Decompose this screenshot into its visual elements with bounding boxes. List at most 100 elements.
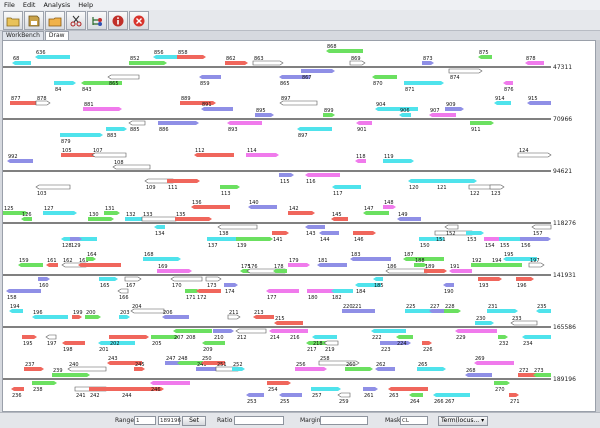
gene-feature[interactable] (9, 309, 23, 313)
gene-feature[interactable] (311, 387, 341, 391)
gene-feature[interactable] (489, 184, 505, 190)
gene-feature[interactable] (6, 289, 41, 293)
gene-feature[interactable] (478, 55, 492, 59)
gene-feature[interactable] (279, 75, 310, 79)
gene-feature[interactable] (375, 367, 395, 371)
gene-feature[interactable] (88, 217, 114, 221)
gene-feature[interactable] (317, 263, 347, 267)
gene-feature[interactable] (301, 69, 335, 73)
gene-feature[interactable] (7, 159, 33, 163)
gene-feature[interactable] (117, 288, 129, 294)
open-file-button[interactable] (45, 11, 65, 30)
gene-feature[interactable] (350, 257, 391, 261)
gene-feature[interactable] (157, 269, 192, 273)
range-to-input[interactable]: 189196 (158, 416, 181, 425)
gene-feature[interactable] (21, 217, 32, 221)
gene-feature[interactable] (236, 237, 273, 241)
gene-feature[interactable] (326, 49, 363, 53)
gene-feature[interactable] (266, 289, 299, 293)
gene-feature[interactable] (38, 277, 50, 281)
gene-feature[interactable] (194, 153, 234, 157)
gene-feature[interactable] (279, 173, 294, 177)
gene-feature[interactable] (45, 334, 57, 340)
gene-feature[interactable] (408, 179, 441, 183)
gene-feature[interactable] (444, 393, 470, 397)
gene-feature[interactable] (85, 315, 101, 319)
gene-feature[interactable] (124, 276, 142, 282)
gene-feature[interactable] (444, 224, 459, 230)
gene-feature[interactable] (32, 381, 57, 385)
gene-feature[interactable] (252, 60, 284, 66)
gene-feature[interactable] (150, 381, 190, 385)
gene-feature[interactable] (323, 113, 335, 117)
genome-map-canvas[interactable]: 47311 68 636 84 843 865 852 856 858 859 862 863 865 8… (2, 40, 596, 412)
gene-feature[interactable] (134, 367, 145, 371)
gene-feature[interactable] (119, 315, 130, 319)
gene-feature[interactable] (363, 211, 389, 215)
gene-feature[interactable] (35, 55, 70, 59)
gene-feature[interactable] (331, 289, 353, 293)
gene-feature[interactable] (375, 107, 418, 111)
menu-help[interactable]: Help (78, 1, 94, 9)
gene-feature[interactable] (107, 74, 140, 80)
gene-feature[interactable] (121, 387, 164, 391)
gene-feature[interactable] (424, 269, 447, 273)
tree-settings-button[interactable] (87, 11, 107, 30)
gene-feature[interactable] (356, 121, 372, 125)
gene-feature[interactable] (220, 185, 240, 189)
vertical-scrollbar[interactable] (596, 40, 600, 412)
gene-feature[interactable] (465, 373, 492, 377)
gene-feature[interactable] (232, 367, 245, 371)
gene-feature[interactable] (288, 211, 315, 215)
gene-feature[interactable] (43, 211, 77, 215)
gene-feature[interactable] (3, 211, 28, 215)
gene-feature[interactable] (349, 60, 366, 66)
gene-feature[interactable] (494, 101, 511, 105)
gene-feature[interactable] (474, 361, 514, 365)
gene-feature[interactable] (332, 185, 361, 189)
info-button[interactable] (108, 11, 128, 30)
gene-feature[interactable] (305, 225, 325, 229)
gene-feature[interactable] (199, 75, 221, 79)
gene-feature[interactable] (158, 121, 199, 125)
gene-feature[interactable] (466, 231, 484, 235)
gene-feature[interactable] (213, 329, 234, 333)
gene-feature[interactable] (279, 100, 318, 106)
gene-feature[interactable] (478, 277, 502, 281)
gene-feature[interactable] (417, 367, 446, 371)
gene-feature[interactable] (429, 113, 456, 117)
gene-feature[interactable] (399, 113, 411, 117)
gene-feature[interactable] (180, 101, 216, 105)
gene-feature[interactable] (520, 237, 551, 241)
gene-feature[interactable] (319, 231, 339, 235)
gene-feature[interactable] (533, 373, 551, 377)
menu-analysis[interactable]: Analysis (43, 1, 71, 9)
gene-feature[interactable] (107, 361, 142, 365)
set-button[interactable]: Set (182, 416, 206, 426)
gene-feature[interactable] (414, 263, 427, 267)
gene-feature[interactable] (177, 55, 206, 59)
gene-feature[interactable] (491, 263, 522, 267)
gene-feature[interactable] (509, 393, 519, 397)
gene-feature[interactable] (323, 340, 339, 346)
gene-feature[interactable] (455, 329, 497, 333)
gene-feature[interactable] (217, 224, 258, 230)
gene-feature[interactable] (498, 335, 508, 339)
gene-feature[interactable] (201, 107, 233, 111)
gene-feature[interactable] (312, 335, 337, 339)
gene-feature[interactable] (470, 121, 494, 125)
gene-feature[interactable] (345, 367, 373, 371)
gene-feature[interactable] (162, 315, 189, 319)
gene-feature[interactable] (443, 283, 454, 287)
gene-feature[interactable] (248, 205, 277, 209)
gene-feature[interactable] (274, 321, 303, 325)
gene-feature[interactable] (24, 367, 44, 371)
gene-feature[interactable] (531, 224, 552, 230)
gene-feature[interactable] (372, 75, 397, 79)
gene-feature[interactable] (207, 237, 242, 241)
gene-feature[interactable] (129, 61, 167, 65)
gene-feature[interactable] (227, 314, 241, 320)
gene-feature[interactable] (225, 61, 248, 65)
gene-feature[interactable] (305, 173, 340, 177)
cut-button[interactable] (66, 11, 86, 30)
